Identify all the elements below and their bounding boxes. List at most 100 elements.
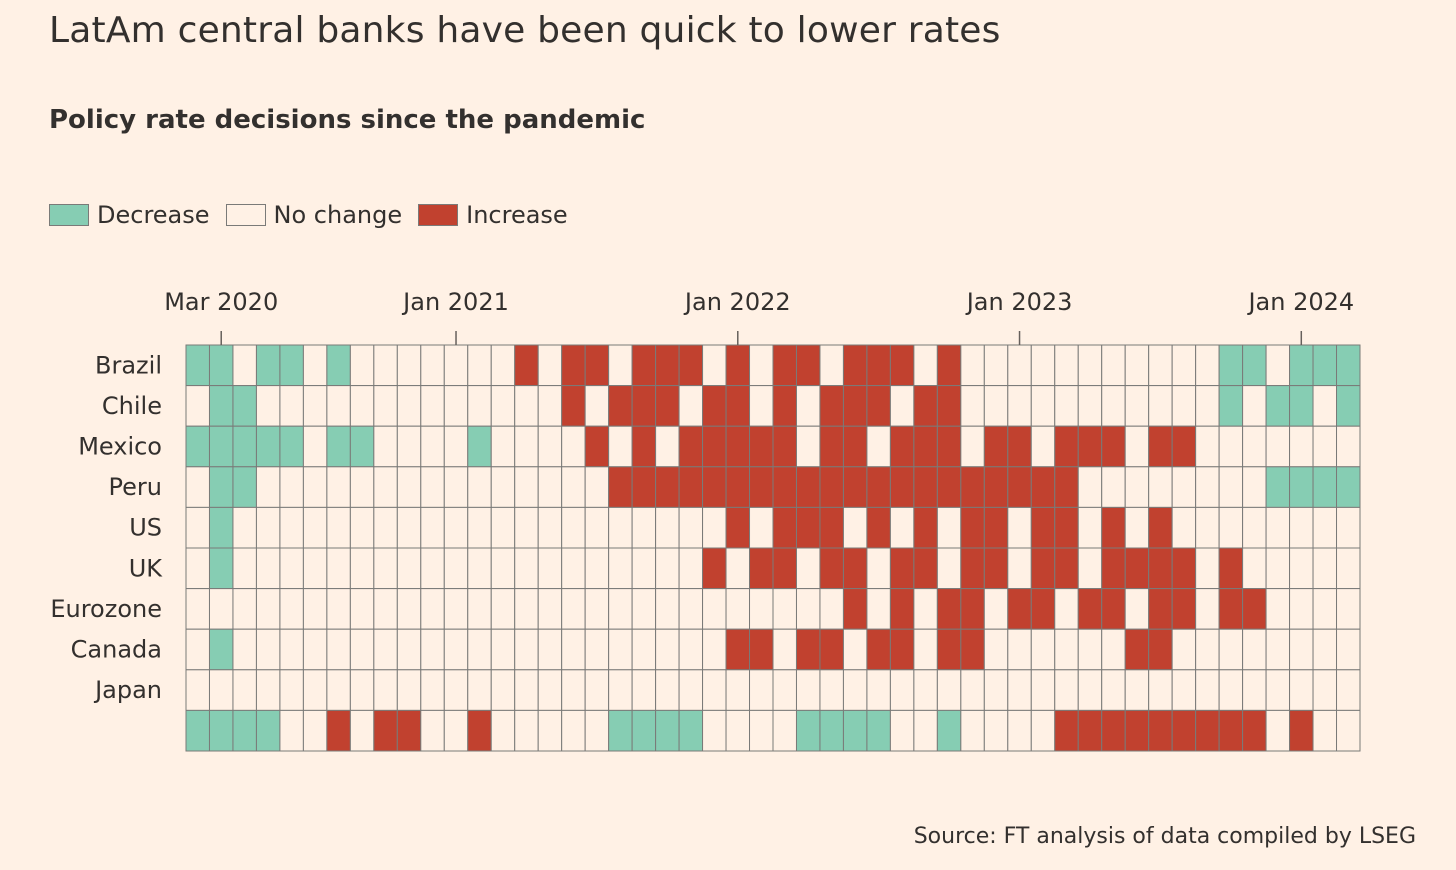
heatmap-cell — [420, 547, 445, 590]
heatmap-cell — [1148, 466, 1173, 508]
heatmap-cell — [1007, 506, 1032, 549]
heatmap-cell — [913, 466, 938, 508]
heatmap-cell — [725, 344, 751, 387]
heatmap-cell — [936, 466, 962, 508]
heatmap-cell — [866, 506, 891, 549]
heatmap-cell — [725, 466, 751, 508]
heatmap-cell — [208, 628, 234, 671]
heatmap-cell — [795, 547, 821, 590]
heatmap-cell — [208, 506, 234, 549]
heatmap-cell — [1289, 709, 1314, 752]
heatmap-cell — [1030, 425, 1056, 468]
heatmap-cell — [702, 628, 727, 671]
heatmap-cell — [842, 506, 868, 549]
heatmap-cell — [1077, 547, 1103, 590]
heatmap-cell — [983, 385, 1009, 427]
heatmap-cell — [279, 547, 304, 590]
heatmap-row — [185, 709, 1361, 752]
heatmap-cell — [420, 344, 445, 387]
heatmap-cell — [467, 709, 492, 752]
heatmap-cell — [537, 344, 563, 387]
heatmap-cell — [1195, 547, 1220, 590]
heatmap-cell — [819, 385, 844, 427]
heatmap-cell — [420, 506, 445, 549]
heatmap-cell — [1242, 669, 1267, 711]
heatmap-cell — [678, 506, 704, 549]
heatmap-cell — [467, 547, 492, 590]
heatmap-cell — [1195, 385, 1220, 427]
heatmap-cell — [185, 588, 210, 630]
row-label: Mexico — [78, 433, 162, 461]
heatmap-cell — [608, 709, 633, 752]
heatmap-cell — [866, 425, 891, 468]
heatmap-cell — [373, 588, 398, 630]
heatmap-cell — [1030, 588, 1056, 630]
heatmap-cell — [1148, 506, 1173, 549]
heatmap-cell — [608, 344, 633, 387]
heatmap-cell — [678, 466, 704, 508]
heatmap-cell — [420, 385, 445, 427]
heatmap-cell — [795, 588, 821, 630]
heatmap-cell — [772, 506, 797, 549]
heatmap-cell — [1077, 385, 1103, 427]
heatmap-cell — [819, 425, 844, 468]
heatmap-cell — [443, 506, 469, 549]
heatmap-cell — [1101, 344, 1126, 387]
heatmap-cell — [1312, 425, 1338, 468]
heatmap-cell — [678, 344, 704, 387]
heatmap-cell — [1030, 344, 1056, 387]
heatmap-cell — [749, 425, 774, 468]
heatmap-cell — [749, 466, 774, 508]
heatmap-cell — [208, 344, 234, 387]
heatmap-cell — [302, 628, 328, 671]
heatmap-cell — [749, 669, 774, 711]
heatmap-cell — [913, 385, 938, 427]
heatmap-cell — [795, 385, 821, 427]
chart-subtitle: Policy rate decisions since the pandemic — [49, 105, 646, 135]
heatmap-chart: Brazil Chile Mexico Peru US UK Eurozone Canada J… — [50, 288, 1361, 752]
x-tick-label: Jan 2024 — [1246, 288, 1354, 316]
heatmap-cell — [373, 425, 398, 468]
heatmap-cell — [1101, 709, 1126, 752]
heatmap-cell — [1312, 466, 1338, 508]
heatmap-cell — [866, 628, 891, 671]
heatmap-cell — [795, 425, 821, 468]
heatmap-cell — [537, 547, 563, 590]
heatmap-cell — [983, 588, 1009, 630]
heatmap-cell — [1054, 628, 1079, 671]
heatmap-cell — [842, 547, 868, 590]
heatmap-cell — [1289, 466, 1314, 508]
heatmap-cell — [608, 425, 633, 468]
heatmap-cell — [208, 425, 234, 468]
heatmap-cell — [232, 466, 257, 508]
heatmap-cell — [913, 709, 938, 752]
heatmap-cell — [279, 709, 304, 752]
heatmap-cell — [1242, 547, 1267, 590]
heatmap-cell — [279, 628, 304, 671]
heatmap-cell — [279, 344, 304, 387]
heatmap-cell — [913, 547, 938, 590]
heatmap-cell — [1030, 506, 1056, 549]
heatmap-cell — [396, 466, 422, 508]
heatmap-cell — [795, 344, 821, 387]
heatmap-cell — [678, 385, 704, 427]
heatmap-cell — [208, 588, 234, 630]
heatmap-cell — [255, 506, 281, 549]
heatmap-cell — [1054, 669, 1079, 711]
heatmap-cell — [960, 588, 985, 630]
heatmap-cell — [349, 385, 375, 427]
heatmap-cell — [1007, 588, 1032, 630]
heatmap-cell — [537, 466, 563, 508]
heatmap-cell — [584, 709, 610, 752]
heatmap-cell — [866, 466, 891, 508]
heatmap-cell — [396, 547, 422, 590]
heatmap-cell — [1077, 506, 1103, 549]
heatmap-cell — [936, 385, 962, 427]
heatmap-cell — [349, 344, 375, 387]
heatmap-cell — [1242, 425, 1267, 468]
heatmap-cell — [631, 385, 657, 427]
heatmap-cell — [1124, 425, 1150, 468]
heatmap-cell — [1312, 588, 1338, 630]
heatmap-cell — [1336, 547, 1361, 590]
heatmap-cell — [255, 425, 281, 468]
